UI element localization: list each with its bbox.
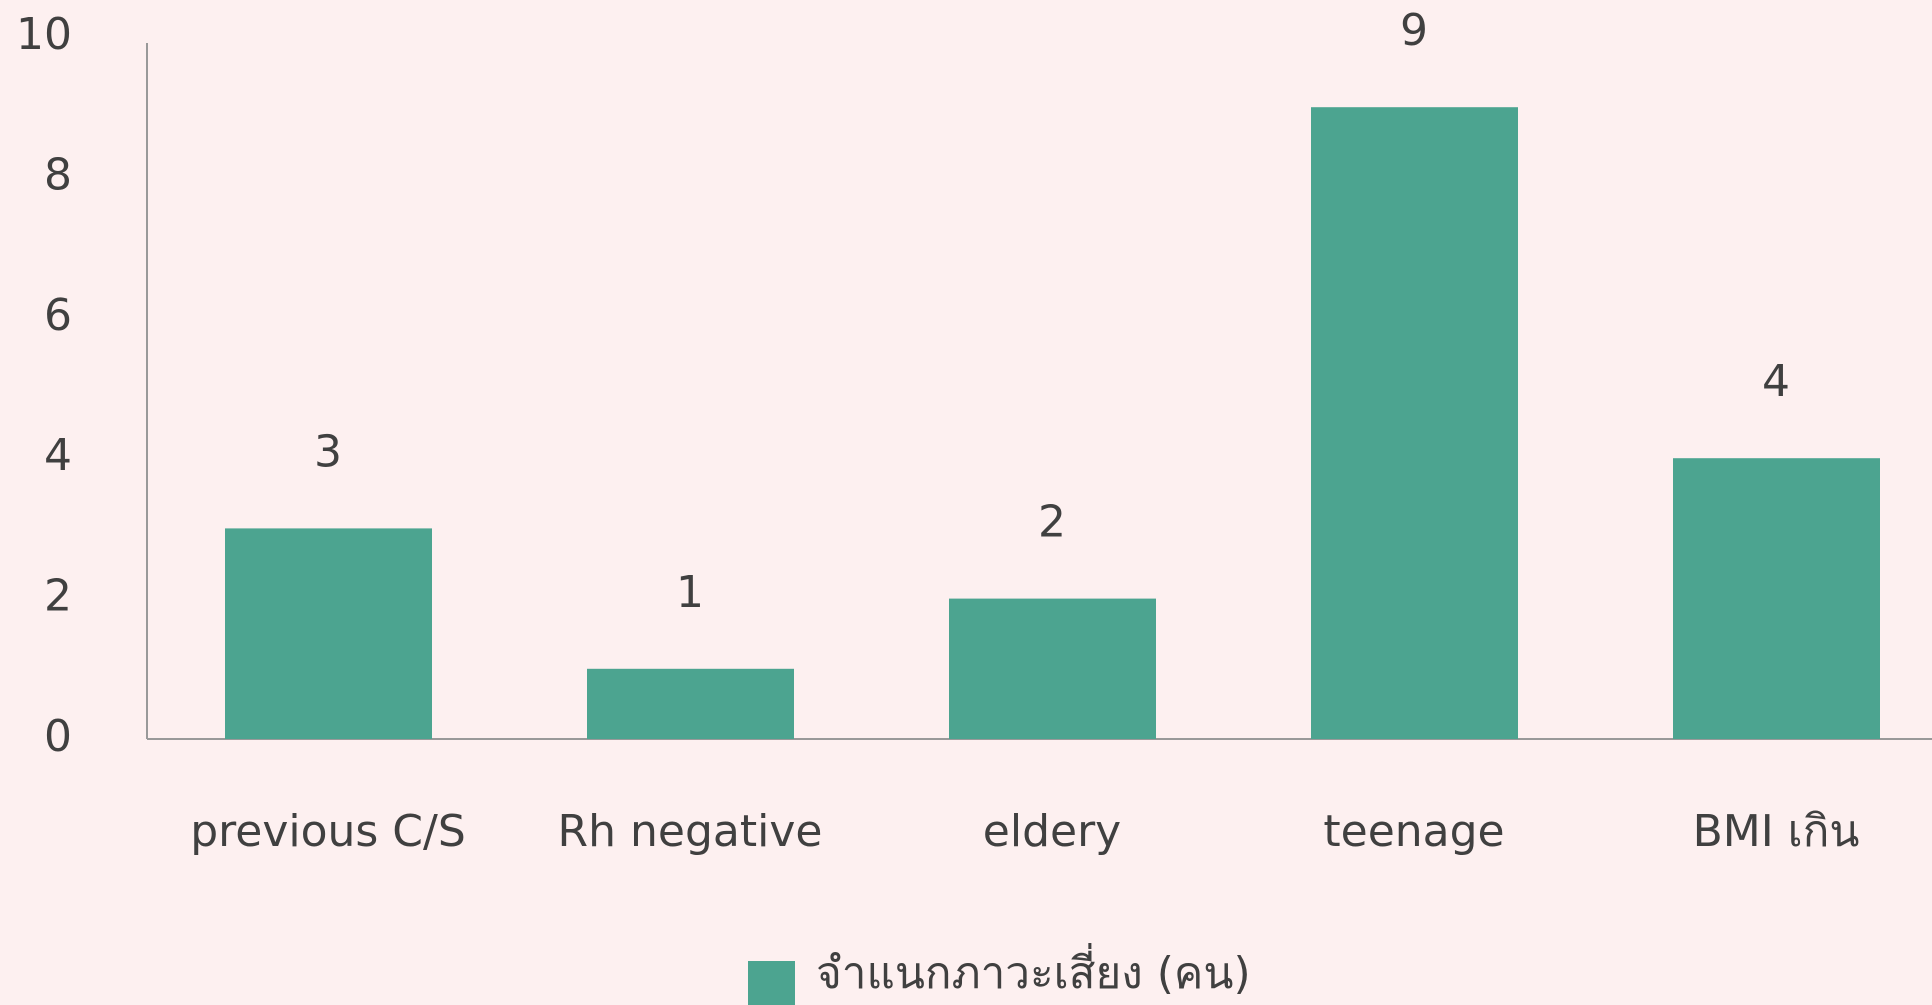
y-tick-label: 10: [16, 9, 72, 60]
y-tick-label: 6: [44, 290, 72, 341]
y-tick-label: 8: [44, 149, 72, 200]
bar: [587, 668, 794, 739]
y-tick-label: 2: [44, 571, 72, 622]
bar: [949, 598, 1156, 739]
data-label: 9: [1400, 5, 1428, 56]
bar: [1311, 107, 1518, 739]
data-label: 1: [676, 567, 704, 618]
y-tick-label: 0: [44, 711, 72, 762]
data-label: 4: [1762, 356, 1790, 407]
bar: [225, 528, 432, 739]
legend-swatch: [748, 961, 795, 1005]
x-tick-label: BMI เกิน: [1693, 806, 1860, 857]
bar: [1673, 458, 1880, 739]
x-tick-label: previous C/S: [190, 806, 466, 857]
x-tick-label: Rh negative: [558, 806, 823, 857]
data-label: 3: [314, 426, 342, 477]
x-tick-label: teenage: [1323, 806, 1504, 857]
legend-label: จำแนกภาวะเสี่ยง (คน): [816, 942, 1251, 999]
y-tick-label: 4: [44, 430, 72, 481]
x-tick-label: eldery: [983, 806, 1121, 857]
data-label: 2: [1038, 497, 1066, 548]
